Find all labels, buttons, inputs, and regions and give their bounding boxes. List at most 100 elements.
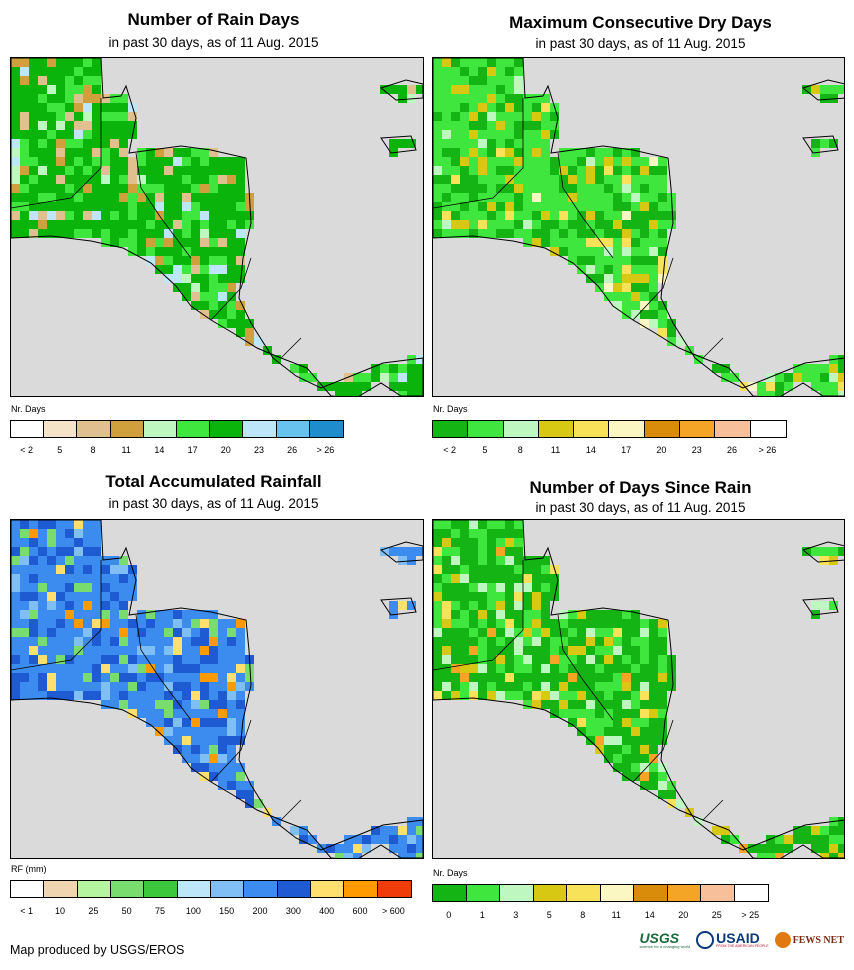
map-cell: [74, 139, 83, 148]
legend-tick-label: 14: [644, 910, 655, 920]
map-cell: [29, 166, 38, 175]
map-cell: [209, 283, 218, 292]
map-cell: [173, 655, 182, 664]
map-cell: [164, 628, 173, 637]
map-cell: [47, 58, 56, 67]
legend-swatch: [110, 421, 144, 437]
map-cell: [200, 274, 209, 283]
map-cell: [83, 547, 92, 556]
map-cell: [649, 727, 658, 736]
map-cell: [487, 565, 496, 574]
map-cell: [74, 211, 83, 220]
map-cell: [191, 274, 200, 283]
map-cell: [11, 664, 20, 673]
map-cell: [236, 709, 245, 718]
map-cell: [137, 229, 146, 238]
map-cell: [820, 391, 829, 396]
map-cell: [155, 175, 164, 184]
map-cell: [200, 646, 209, 655]
map-cell: [227, 709, 236, 718]
map-cell: [200, 718, 209, 727]
map-cell: [460, 628, 469, 637]
map-cell: [487, 664, 496, 673]
map-cell: [541, 175, 550, 184]
map-cell: [56, 121, 65, 130]
map-cell: [92, 691, 101, 700]
map-cell: [658, 310, 667, 319]
map-cell: [20, 175, 29, 184]
map-cell: [47, 601, 56, 610]
map-cell: [56, 130, 65, 139]
map-cell: [433, 529, 442, 538]
map-cell: [236, 772, 245, 781]
map-cell: [433, 592, 442, 601]
map-cell: [766, 391, 775, 396]
map-cell: [38, 565, 47, 574]
map-cell: [451, 184, 460, 193]
map-cell: [146, 175, 155, 184]
map-cell: [658, 709, 667, 718]
map-cell: [83, 67, 92, 76]
map-cell: [649, 202, 658, 211]
map-cell: [11, 691, 20, 700]
legend-tick-label: < 2: [443, 445, 457, 455]
map-cell: [595, 202, 604, 211]
map-cell: [469, 556, 478, 565]
map-cell: [658, 328, 667, 337]
map-cell: [173, 211, 182, 220]
map-cell: [649, 655, 658, 664]
legend-swatch: [244, 881, 278, 897]
map-cell: [11, 148, 20, 157]
map-cell: [577, 682, 586, 691]
map-cell: [505, 112, 514, 121]
map-cell: [649, 736, 658, 745]
legend-swatch: [243, 421, 277, 437]
map-cell: [20, 673, 29, 682]
map-cell: [505, 538, 514, 547]
map-cell: [667, 682, 676, 691]
map-cell: [209, 175, 218, 184]
map-cell: [460, 538, 469, 547]
map-cell: [299, 826, 308, 835]
map-cell: [829, 139, 838, 148]
map-cell: [182, 727, 191, 736]
map-cell: [523, 139, 532, 148]
map-cell: [218, 718, 227, 727]
map-cell: [442, 529, 451, 538]
map-cell: [487, 211, 496, 220]
map-cell: [92, 103, 101, 112]
map-cell: [487, 556, 496, 565]
map-cell: [38, 664, 47, 673]
map-cell: [550, 709, 559, 718]
legend-tick-label: 5: [546, 910, 552, 920]
map-cell: [451, 655, 460, 664]
map-cell: [182, 745, 191, 754]
map-cell: [362, 382, 371, 391]
map-cell: [460, 229, 469, 238]
map-cell: [478, 628, 487, 637]
map-cell: [433, 547, 442, 556]
map-cell: [92, 211, 101, 220]
map-cell: [595, 220, 604, 229]
map-cell: [487, 94, 496, 103]
fews-globe-icon: [774, 932, 791, 948]
map-cell: [92, 646, 101, 655]
map-cell: [47, 139, 56, 148]
map-cell: [460, 85, 469, 94]
usaid-logo: USAID FROM THE AMERICAN PEOPLE: [696, 931, 769, 949]
map-cell: [505, 583, 514, 592]
map-cell: [802, 547, 811, 556]
map-cell: [640, 691, 649, 700]
map-cell: [245, 664, 254, 673]
map-cell: [469, 601, 478, 610]
map-cell: [110, 193, 119, 202]
map-cell: [469, 175, 478, 184]
map-cell: [460, 583, 469, 592]
map-cell: [173, 175, 182, 184]
map-cell: [613, 175, 622, 184]
map-cell: [173, 157, 182, 166]
map-cell: [245, 337, 254, 346]
map-cell: [595, 664, 604, 673]
map-cell: [532, 175, 541, 184]
map-cell: [173, 220, 182, 229]
